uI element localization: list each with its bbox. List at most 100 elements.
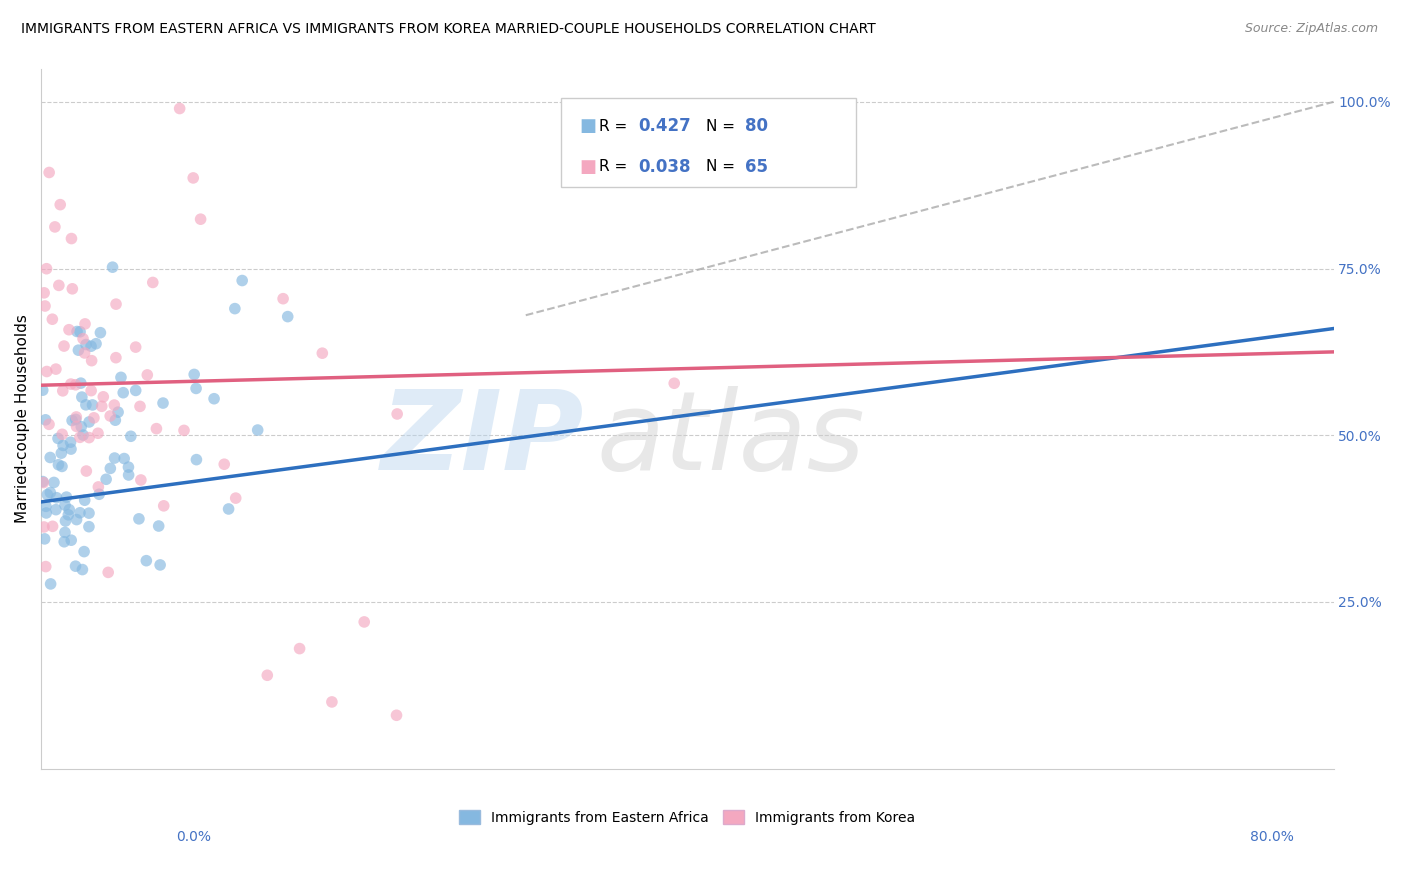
Point xyxy=(75,464,97,478)
Point xyxy=(51,446,73,460)
Point xyxy=(59,377,82,392)
Point xyxy=(288,641,311,656)
Point xyxy=(35,261,58,276)
Point xyxy=(129,400,152,414)
Text: ZIP: ZIP xyxy=(381,386,583,493)
Point xyxy=(152,396,174,410)
Point xyxy=(142,276,165,290)
Point xyxy=(65,377,87,392)
Text: 80.0%: 80.0% xyxy=(1250,830,1294,844)
Text: N =: N = xyxy=(706,119,740,134)
Point xyxy=(37,487,59,501)
Point xyxy=(67,343,90,358)
Point xyxy=(87,480,110,494)
Point xyxy=(69,376,91,391)
Point xyxy=(125,384,148,398)
Point xyxy=(39,485,62,500)
Point xyxy=(34,413,56,427)
Point xyxy=(94,472,117,486)
Point xyxy=(52,384,75,398)
Point xyxy=(84,336,107,351)
Point xyxy=(136,368,159,382)
Point xyxy=(70,390,93,404)
Point xyxy=(218,502,240,516)
Point xyxy=(77,431,100,445)
Point xyxy=(321,695,343,709)
Point xyxy=(55,514,77,528)
Point xyxy=(60,231,83,245)
Point xyxy=(35,500,58,514)
Point xyxy=(41,312,63,326)
Point xyxy=(32,475,55,490)
Point xyxy=(32,520,55,534)
Point xyxy=(75,337,97,351)
Point xyxy=(212,457,235,471)
Point xyxy=(353,615,375,629)
Text: atlas: atlas xyxy=(596,386,866,493)
Point xyxy=(72,332,94,346)
Point xyxy=(184,381,207,395)
Point xyxy=(65,409,87,424)
Point xyxy=(66,325,89,339)
Point xyxy=(385,407,408,421)
Point xyxy=(58,508,80,522)
Point xyxy=(42,475,65,490)
Point xyxy=(664,376,686,391)
Point xyxy=(38,165,60,179)
Point xyxy=(53,534,76,549)
Point xyxy=(385,708,408,723)
Point xyxy=(271,292,294,306)
Point xyxy=(83,410,105,425)
Point xyxy=(104,413,127,427)
Point xyxy=(51,427,73,442)
Point xyxy=(82,398,104,412)
Point xyxy=(34,299,56,313)
Point xyxy=(97,566,120,580)
Point xyxy=(44,219,66,234)
Point xyxy=(186,452,208,467)
Point xyxy=(46,431,69,445)
Point xyxy=(60,282,83,296)
Point xyxy=(89,326,111,340)
Point xyxy=(39,450,62,465)
Point xyxy=(70,419,93,434)
Point xyxy=(53,525,76,540)
Point xyxy=(202,392,225,406)
Point xyxy=(48,458,70,472)
Point xyxy=(107,405,129,419)
Point xyxy=(173,424,195,438)
Point xyxy=(45,362,67,376)
Point xyxy=(65,412,87,426)
Point xyxy=(117,460,139,475)
Point xyxy=(73,317,96,331)
Text: R =: R = xyxy=(599,119,633,134)
Text: 0.0%: 0.0% xyxy=(176,830,211,844)
Point xyxy=(112,451,135,466)
Point xyxy=(59,435,82,450)
Point xyxy=(69,325,91,339)
Point xyxy=(104,351,127,365)
Point xyxy=(80,353,103,368)
Point xyxy=(169,102,191,116)
Point xyxy=(101,260,124,275)
Point xyxy=(60,533,83,548)
Point xyxy=(31,475,53,489)
Point xyxy=(103,451,125,466)
Point xyxy=(91,390,114,404)
Point xyxy=(48,278,70,293)
Text: 0.427: 0.427 xyxy=(638,118,692,136)
Point xyxy=(110,370,132,384)
Point xyxy=(246,423,269,437)
Point xyxy=(117,467,139,482)
Point xyxy=(32,285,55,300)
Point xyxy=(256,668,278,682)
Point xyxy=(87,426,110,441)
Point xyxy=(129,473,152,487)
Point xyxy=(112,385,135,400)
Text: 80: 80 xyxy=(745,118,768,136)
Text: ■: ■ xyxy=(579,118,596,136)
Point xyxy=(128,512,150,526)
Point xyxy=(39,577,62,591)
Point xyxy=(58,502,80,516)
Point xyxy=(103,398,125,412)
